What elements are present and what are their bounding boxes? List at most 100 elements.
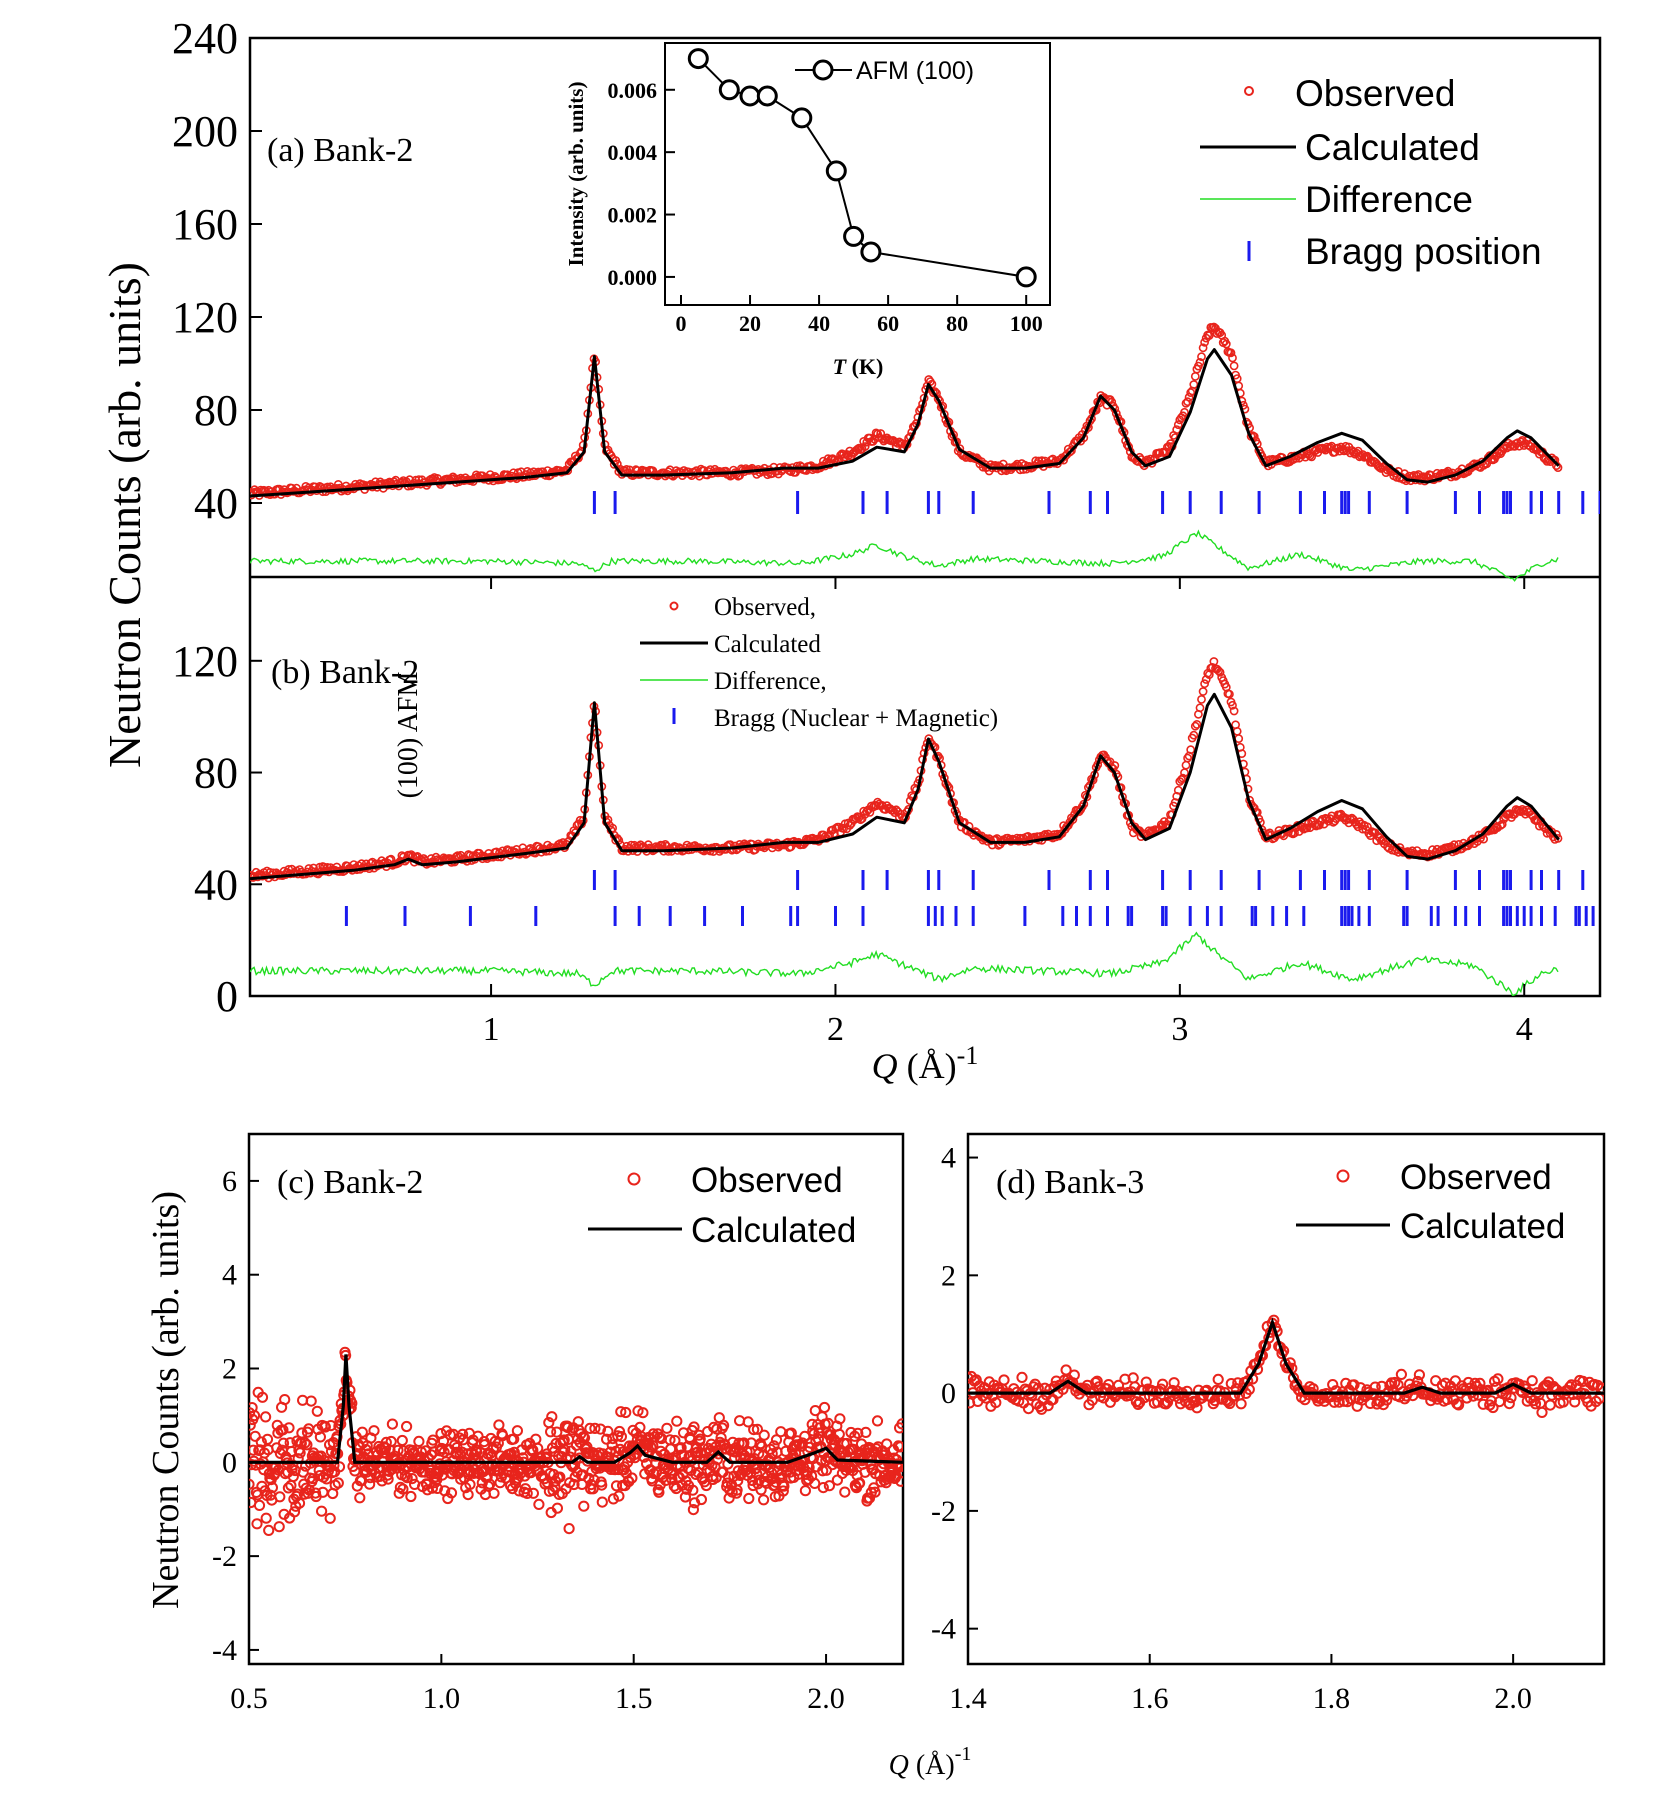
legend-d: Observed Calculated: [1296, 1158, 1565, 1246]
legend-a: Observed Calculated Difference Bragg pos…: [1200, 73, 1542, 272]
panel-a-observed-point: [955, 444, 965, 453]
panel-c-observed-point: [653, 1486, 665, 1498]
panel-c-observed-point: [615, 1431, 628, 1443]
panel-b-ytick-label: 40: [194, 860, 238, 909]
panel-d-observed-point: [1348, 1379, 1360, 1391]
inset-legend-label: AFM (100): [856, 57, 974, 85]
panel-a-observed-point: [1060, 451, 1070, 461]
panel-c-observed-point: [282, 1482, 294, 1494]
panel-c-observed-point: [364, 1478, 376, 1490]
panel-c-observed-point: [679, 1491, 692, 1503]
panel-a-observed-point: [609, 459, 619, 469]
panel-b-ytick-label: 120: [172, 637, 238, 686]
inset-legend-marker-icon: [812, 59, 834, 81]
panel-c-observed-point: [249, 1430, 261, 1442]
panel-a-observed-point: [1200, 337, 1209, 347]
panel-b-xtick-label: 2: [827, 1011, 844, 1048]
panel-c-observed-point: [382, 1473, 394, 1485]
panel-c-observed-point: [758, 1429, 770, 1441]
panel-c-observed-point: [688, 1421, 700, 1433]
panel-a-ytick-label: 240: [172, 14, 238, 63]
panel-d-xtick-label: 1.6: [1131, 1682, 1169, 1715]
panel-c-observed-point: [668, 1480, 680, 1492]
panel-d-observed-point: [1492, 1373, 1504, 1385]
panel-b-observed-point: [319, 862, 329, 872]
panel-c-observed-point: [316, 1505, 328, 1517]
panel-c-observed-point: [288, 1506, 301, 1518]
panel-c-observed-point: [823, 1480, 836, 1492]
panel-c-observed-point: [645, 1441, 657, 1453]
panel-c-observed-point: [255, 1458, 267, 1470]
panel-b-observed-point: [1198, 687, 1208, 696]
panel-c-xtick-label: 2.0: [807, 1682, 845, 1715]
panel-d-observed-point: [1453, 1399, 1465, 1411]
panel-b-observed-point: [1197, 695, 1206, 704]
panel-a-observed-point: [1367, 458, 1377, 467]
panel-b-observed-point: [1177, 775, 1186, 784]
inset-axis-ticks: 0.000 0.002 0.004 0.006 0 20 40 60 80 100: [608, 78, 1043, 336]
panel-d-ytick-label: 2: [941, 1259, 956, 1292]
panel-c-observed-point: [266, 1482, 278, 1494]
inset-xtick-label: 0: [676, 311, 687, 336]
panel-c-observed-point: [277, 1424, 289, 1436]
panel-d-ytick-label: 4: [941, 1142, 956, 1175]
panel-c-observed-point: [346, 1397, 358, 1409]
inset-xtick-label: 20: [739, 311, 761, 336]
panel-d-observed-point: [1212, 1373, 1224, 1386]
panel-c-observed-point: [583, 1472, 595, 1485]
panel-c-observed-point: [251, 1518, 263, 1530]
panel-b-observed-point: [1547, 827, 1557, 837]
panel-c-observed-point: [613, 1425, 626, 1438]
panel-b-observed-point: [1302, 823, 1312, 833]
panel-c-observed-point: [297, 1466, 309, 1478]
panel-d-observed-point: [1505, 1392, 1517, 1404]
panel-c-observed-point: [368, 1425, 380, 1437]
panel-c-observed-point: [314, 1431, 326, 1443]
panel-c-observed-point: [661, 1422, 673, 1434]
panel-c-observed-point: [799, 1485, 812, 1497]
panel-c-observed-point: [396, 1434, 408, 1447]
panel-b-observed-point: [1215, 667, 1225, 677]
panel-d-observed-point: [970, 1374, 982, 1386]
legend-b-observed-label: Observed,: [714, 594, 816, 621]
ylabel-top: Neutron Counts (arb. units): [99, 262, 150, 768]
panel-d-observed-point: [1091, 1375, 1103, 1387]
panel-b-observed-point: [1228, 700, 1237, 710]
panel-c-observed-point: [545, 1426, 557, 1438]
panel-c-observed-point: [554, 1471, 566, 1483]
panel-d-observed-point: [1157, 1378, 1169, 1390]
panel-c-observed-point: [817, 1482, 829, 1494]
panel-a-observed-point: [876, 429, 886, 438]
panel-d-observed-point: [1536, 1406, 1548, 1419]
panel-d-observed-point: [1557, 1396, 1569, 1408]
legend-b-difference-label: Difference,: [714, 668, 827, 695]
panel-c-observed-point: [305, 1395, 317, 1407]
panel-c-observed-point: [397, 1483, 409, 1495]
panel-c-observed-point: [839, 1486, 851, 1498]
panel-c-observed-point: [687, 1504, 700, 1516]
xlabel-top: Q (Å)-1: [872, 1041, 979, 1086]
panel-c-observed-point: [511, 1425, 524, 1437]
panel-c-observed-point: [768, 1440, 780, 1452]
panel-b-observed-point: [1186, 745, 1196, 755]
panel-d-observed-point: [1487, 1401, 1499, 1414]
panel-b-ytick-label: 0: [216, 972, 238, 1021]
panel-c-observed-point: [894, 1422, 903, 1434]
inset-xtick-label: 80: [946, 311, 968, 336]
panel-c-observed-point: [818, 1401, 831, 1414]
panel-c-observed-point: [293, 1497, 306, 1509]
legend-d-observed-label: Observed: [1400, 1158, 1552, 1197]
panel-a-observed-point: [843, 451, 853, 461]
panel-c-observed-point: [601, 1433, 613, 1445]
panel-c-observed-point: [431, 1482, 443, 1495]
panel-a-observed-point: [1183, 397, 1192, 407]
legend-c-observed-marker-icon: [627, 1172, 641, 1186]
panel-c-observed-point: [588, 1474, 600, 1486]
panel-c-observed-point: [406, 1473, 418, 1485]
legend-b-observed-marker-icon: [669, 601, 679, 611]
panel-c-observed-point: [479, 1439, 491, 1451]
panel-c-observed-point: [778, 1480, 790, 1492]
panel-b-difference-line: [250, 931, 1559, 996]
panel-d-observed-point: [1235, 1398, 1247, 1410]
